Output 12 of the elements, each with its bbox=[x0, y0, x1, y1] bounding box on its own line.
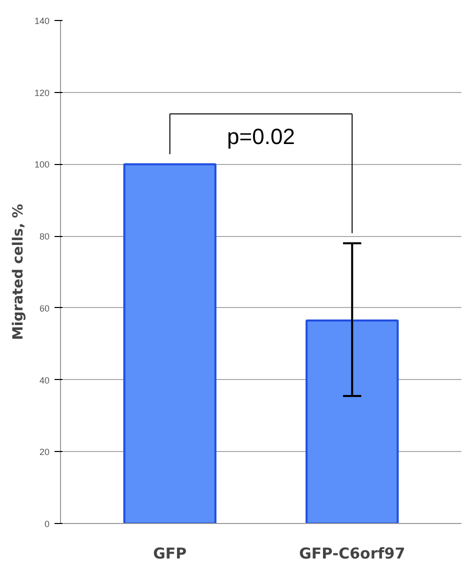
y-tick-label: 120 bbox=[34, 88, 50, 98]
y-tick-label: 60 bbox=[39, 303, 50, 314]
x-tick-label: GFP bbox=[153, 544, 187, 562]
y-tick-label: 0 bbox=[44, 519, 50, 529]
y-tick-label: 140 bbox=[34, 16, 50, 26]
annotation: p=0.02 bbox=[227, 124, 295, 149]
y-tick-label: 20 bbox=[39, 447, 50, 458]
y-tick-label: 40 bbox=[39, 375, 50, 386]
x-tick-label: GFP-C6orf97 bbox=[299, 544, 406, 562]
y-axis-title: Migrated cells, % bbox=[10, 204, 26, 340]
y-tick-label: 100 bbox=[34, 160, 50, 170]
y-tick-label: 80 bbox=[39, 232, 50, 242]
